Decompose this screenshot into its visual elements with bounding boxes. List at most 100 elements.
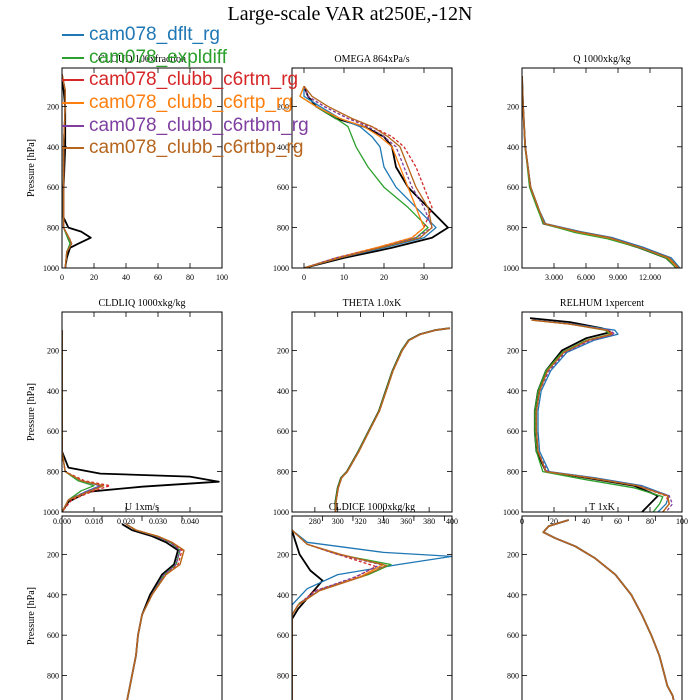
series-line [303, 86, 437, 268]
series-line [531, 319, 670, 512]
series-line [522, 76, 681, 268]
series-line [334, 327, 450, 512]
series-group [522, 76, 681, 268]
series-line [62, 330, 111, 512]
legend-item: cam078_clubb_c6rtbm_rg [62, 114, 309, 137]
plot-frame [291, 67, 453, 269]
series-group [121, 523, 185, 700]
series-group [292, 529, 452, 700]
x-tick-label: 3.000 [545, 273, 563, 282]
y-axis-label: Pressure [hPa] [26, 383, 37, 441]
series-line [542, 519, 675, 700]
plot-title: Q 1000xkg/kg [573, 54, 631, 65]
plot-title: CLDICE 1000xkg/kg [329, 502, 415, 513]
x-tick-label: 20 [90, 273, 98, 282]
series-line [522, 76, 679, 268]
series-line [334, 327, 450, 512]
legend-label: cam078_dflt_rg [89, 24, 220, 46]
legend-swatch [62, 79, 84, 82]
x-tick-label: 300 [332, 517, 344, 526]
series-line [121, 523, 179, 700]
series-line [334, 327, 450, 512]
y-tick-label: 600 [507, 427, 519, 436]
y-tick-label: 1000 [43, 264, 59, 273]
series-group [334, 327, 450, 512]
series-line [533, 319, 674, 512]
series-line [292, 529, 452, 700]
page-title: Large-scale VAR at250E,-12N [227, 3, 473, 25]
series-line [542, 519, 675, 700]
y-tick-label: 400 [507, 591, 519, 600]
legend-item: cam078_clubb_c6rtp_rg [62, 92, 309, 115]
plot-title: U 1xm/s [125, 502, 159, 513]
series-line [529, 317, 659, 512]
series-group [299, 85, 449, 268]
plot-title: CLDLIQ 1000xkg/kg [99, 298, 186, 309]
plot-frame [291, 515, 453, 700]
series-line [522, 76, 680, 268]
y-tick-label: 600 [47, 183, 59, 192]
series-line [292, 529, 324, 700]
y-tick-label: 200 [507, 550, 519, 559]
series-line [542, 519, 675, 700]
plot-frame [291, 311, 453, 513]
legend-label: cam078_clubb_c6rtbp_rg [89, 137, 304, 159]
x-tick-label: 280 [309, 517, 321, 526]
series-line [522, 76, 680, 268]
y-tick-label: 200 [47, 346, 59, 355]
y-tick-label: 400 [47, 143, 59, 152]
y-tick-label: 200 [507, 346, 519, 355]
profile-plot: U 1xm/s-40-20020402004006008001000Pressu… [26, 502, 223, 700]
series-line [292, 529, 385, 700]
x-tick-label: 9.000 [609, 273, 627, 282]
legend-label: cam078_clubb_c6rtbm_rg [89, 114, 309, 136]
y-axis-label: Pressure [hPa] [26, 139, 37, 197]
y-tick-label: 1000 [43, 508, 59, 517]
x-tick-label: 40 [582, 517, 590, 526]
series-group [62, 330, 220, 512]
y-tick-label: 600 [47, 427, 59, 436]
series-line [542, 519, 675, 700]
y-tick-label: 400 [507, 143, 519, 152]
y-tick-label: 800 [277, 468, 289, 477]
y-tick-label: 800 [47, 672, 59, 681]
series-line [62, 330, 220, 512]
y-tick-label: 200 [277, 346, 289, 355]
y-tick-label: 1000 [273, 264, 289, 273]
series-line [334, 327, 450, 512]
x-tick-label: 6.000 [577, 273, 595, 282]
series-line [522, 76, 678, 268]
plot-frame [61, 67, 223, 269]
y-tick-label: 400 [47, 591, 59, 600]
plot-title: RELHUM 1xpercent [560, 298, 644, 309]
series-group [529, 317, 674, 512]
plot-title: CLOUD 100xfraction [98, 54, 186, 65]
plot-frame [521, 515, 683, 700]
y-tick-label: 1000 [503, 508, 519, 517]
y-tick-label: 200 [277, 550, 289, 559]
profile-plot: T 1xK18020022024026028030020040060080010… [507, 502, 683, 700]
series-line [531, 319, 664, 512]
profile-plot: CLDLIQ 1000xkg/kg0.000 0.010 0.020 0.030 0.0… [26, 298, 223, 526]
series-line [292, 529, 388, 700]
x-tick-label: 10 [340, 273, 348, 282]
series-line [542, 519, 675, 700]
legend-label: cam078_expldiff [89, 46, 228, 68]
y-tick-label: 600 [277, 631, 289, 640]
series-line [522, 76, 678, 268]
y-tick-label: 600 [47, 631, 59, 640]
y-tick-label: 800 [507, 672, 519, 681]
x-tick-label: 60 [614, 517, 622, 526]
legend-item: cam078_expldiff [62, 47, 309, 70]
legend-item: cam078_clubb_c6rtbp_rg [62, 137, 309, 160]
y-tick-label: 200 [277, 102, 289, 111]
y-tick-label: 600 [507, 183, 519, 192]
series-line [62, 330, 105, 512]
profile-plot: CLDICE 1000xkg/kg0.00000.00020.00040.000… [277, 502, 453, 700]
legend-label: cam078_clubb_c6rtm_rg [89, 69, 299, 91]
y-tick-label: 200 [507, 102, 519, 111]
legend-swatch [62, 147, 84, 150]
y-tick-label: 600 [277, 427, 289, 436]
